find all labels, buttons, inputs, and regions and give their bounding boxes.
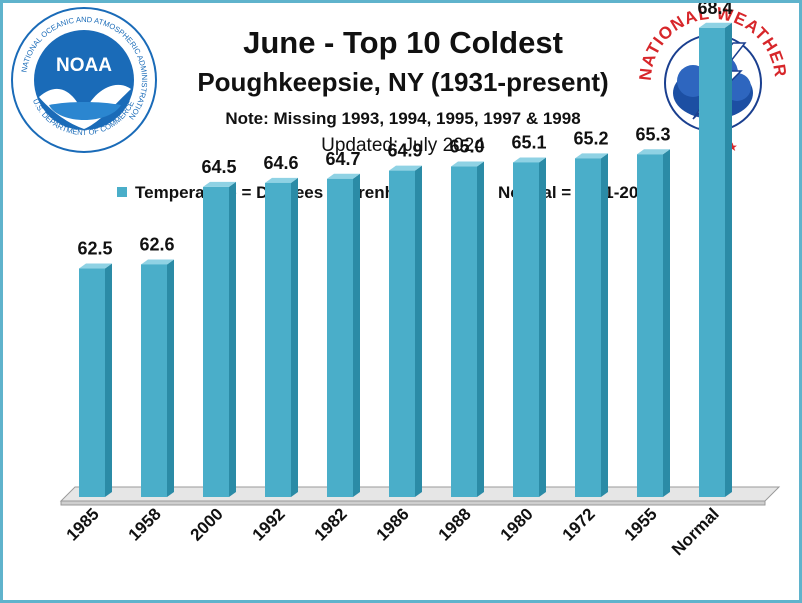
bar-top — [451, 161, 484, 167]
x-tick-label: 1955 — [621, 504, 661, 544]
bar-top — [637, 149, 670, 155]
chart-floor-edge — [60, 500, 766, 506]
data-label: 68.4 — [697, 3, 732, 18]
x-tick-label: 1992 — [249, 504, 289, 544]
bar-top — [513, 157, 546, 163]
chart-title: June - Top 10 Coldest — [243, 25, 563, 60]
x-tick-label: Normal — [668, 504, 723, 559]
data-label: 64.7 — [325, 149, 360, 169]
noaa-logo: NOAA NATIONAL OCEANIC AND ATMOSPHERIC AD… — [11, 7, 157, 153]
bar-side — [229, 181, 236, 498]
bar-top — [699, 22, 732, 28]
x-tick-label: 1988 — [435, 504, 475, 544]
data-label: 62.5 — [77, 239, 112, 259]
data-label: 65.3 — [635, 124, 670, 144]
bar-top — [327, 173, 360, 179]
data-label: 65.2 — [573, 128, 608, 148]
x-tick-label: 1980 — [497, 504, 537, 544]
bar-side — [539, 157, 546, 497]
bar — [389, 170, 415, 497]
x-tick-label: 1986 — [373, 504, 413, 544]
bar — [513, 162, 539, 497]
bar-top — [265, 177, 298, 183]
bar-side — [725, 22, 732, 498]
bar — [203, 186, 229, 498]
data-label: 64.5 — [201, 157, 236, 177]
bar-side — [291, 177, 298, 497]
bar-side — [105, 263, 112, 497]
data-label: 65.1 — [511, 132, 546, 152]
x-tick-label: 1985 — [63, 504, 103, 544]
bar-side — [477, 161, 484, 497]
nws-star-3: ★ — [727, 140, 738, 154]
bar — [327, 178, 353, 497]
chart-subtitle: Poughkeepsie, NY (1931-present) — [197, 67, 609, 97]
updated-date: Updated: July 2024 — [321, 135, 485, 156]
bar — [79, 268, 105, 497]
x-tick-label: 1958 — [125, 504, 165, 544]
bar-top — [203, 181, 236, 187]
legend-swatch — [117, 187, 127, 197]
data-label: 64.9 — [387, 141, 422, 161]
bar-side — [415, 165, 422, 497]
bar-top — [575, 153, 608, 159]
bar — [451, 166, 477, 497]
bar-chart: 62.5 1985 62.6 1958 64.5 2000 64.6 1992 64.7 1982… — [59, 3, 781, 559]
bar — [575, 158, 601, 498]
bar-side — [167, 259, 174, 497]
bar-top — [141, 259, 174, 265]
bar — [265, 182, 291, 497]
data-label: 64.6 — [263, 153, 298, 173]
data-label: 65.0 — [449, 137, 484, 157]
x-tick-label: 1982 — [311, 504, 351, 544]
bar — [637, 154, 663, 497]
bar-top — [79, 263, 112, 269]
bar — [699, 27, 725, 498]
bar-side — [663, 149, 670, 497]
x-tick-label: 2000 — [187, 504, 227, 544]
bar — [141, 264, 167, 497]
bar-top — [389, 165, 422, 171]
bar-side — [601, 153, 608, 498]
noaa-center-text: NOAA — [56, 55, 112, 76]
data-label: 62.6 — [139, 234, 174, 254]
missing-years-note: Note: Missing 1993, 1994, 1995, 1997 & 1… — [225, 109, 581, 128]
x-tick-label: 1972 — [559, 504, 599, 544]
bar-side — [353, 173, 360, 497]
